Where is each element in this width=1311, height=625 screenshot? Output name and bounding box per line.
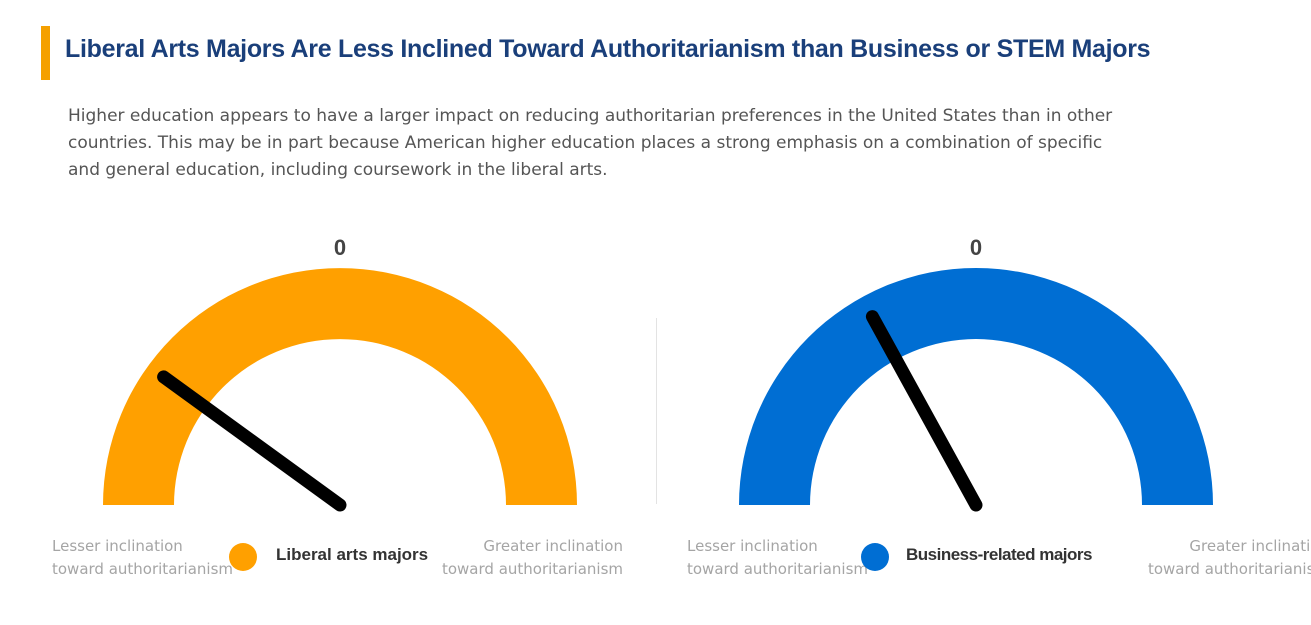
- gauge-arc: [739, 268, 1213, 505]
- gauge-max-label: Greater inclination toward authoritarian…: [442, 535, 623, 581]
- gauge-min-label-line: toward authoritarianism: [687, 560, 869, 578]
- gauge-svg-business: 0: [739, 235, 1213, 512]
- legend-label-business: Business-related majors: [906, 545, 1092, 564]
- gauge-max-label-line: toward authoritarianism: [441, 560, 623, 578]
- gauge-value-label: 0: [334, 235, 346, 260]
- gauge-max-label: Greater inclination toward authoritarian…: [1148, 535, 1311, 581]
- gauge-max-label-line: toward authoritarianism: [1147, 560, 1311, 578]
- gauge-svg-liberal-arts: 0: [103, 235, 577, 512]
- gauge-liberal-arts: 0 Lesser inclination toward authoritaria…: [52, 225, 692, 605]
- gauge-min-label-line: Lesser inclination: [687, 537, 818, 555]
- gauge-needle: [157, 370, 347, 512]
- gauge-arc: [103, 268, 577, 505]
- gauge-max-label-line: Greater inclination: [1189, 537, 1311, 555]
- gauge-needle: [865, 310, 983, 512]
- page-title: Liberal Arts Majors Are Less Inclined To…: [65, 35, 1151, 63]
- title-accent-bar: [41, 26, 50, 80]
- legend-dot-business: [861, 543, 889, 571]
- legend-label-liberal-arts: Liberal arts majors: [276, 545, 429, 564]
- gauge-max-label-line: Greater inclination: [483, 537, 623, 555]
- gauge-min-label: Lesser inclination toward authoritariani…: [687, 535, 868, 581]
- gauge-business: 0 Lesser inclination toward authoritaria…: [687, 225, 1311, 605]
- gauge-min-label-line: toward authoritarianism: [52, 560, 234, 578]
- gauge-min-label-line: Lesser inclination: [52, 537, 183, 555]
- gauge-value-label: 0: [970, 235, 982, 260]
- page-description: Higher education appears to have a large…: [68, 106, 1113, 180]
- legend-dot-liberal-arts: [229, 543, 257, 571]
- gauge-divider: [656, 318, 657, 504]
- gauge-min-label: Lesser inclination toward authoritariani…: [52, 535, 233, 581]
